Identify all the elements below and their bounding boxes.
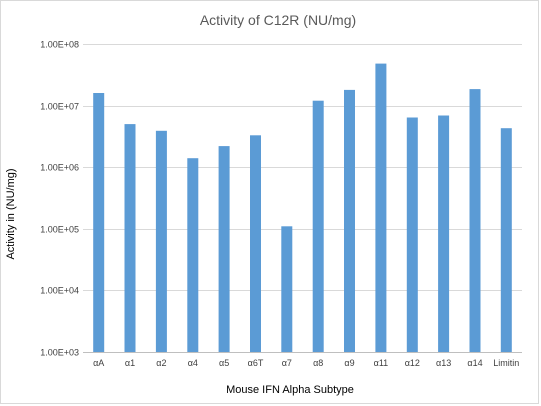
x-category-label: αA — [93, 358, 104, 368]
y-tick-label: 1.00E+06 — [40, 163, 79, 173]
x-category-label: α5 — [219, 358, 229, 368]
bar-11 — [406, 117, 418, 352]
x-category-label: α4 — [188, 358, 198, 368]
x-category-label: α11 — [374, 358, 389, 368]
x-category-label: α9 — [344, 358, 354, 368]
chart-title: Activity of C12R (NU/mg) — [200, 12, 356, 28]
bar-3 — [155, 130, 167, 352]
y-tick-label: 1.00E+05 — [40, 225, 79, 235]
bar-14 — [500, 128, 512, 352]
x-category-label: α1 — [125, 358, 135, 368]
x-category-label: α7 — [282, 358, 292, 368]
x-category-label: Limitin — [493, 358, 519, 368]
bar-12 — [438, 115, 450, 352]
bar-9 — [344, 89, 355, 353]
bar-8 — [312, 100, 324, 352]
bar-7 — [281, 226, 293, 352]
y-tick-labels: 1.00E+03 1.00E+04 1.00E+05 1.00E+06 1.00E+07… — [40, 40, 79, 358]
bar-13 — [469, 89, 481, 352]
bar-4 — [187, 158, 199, 352]
x-category-label: α14 — [467, 358, 482, 368]
x-axis-title: Mouse IFN Alpha Subtype — [226, 384, 354, 396]
bar-10 — [375, 63, 387, 352]
y-tick-label: 1.00E+03 — [40, 348, 79, 358]
bar-5 — [218, 146, 230, 352]
y-tick-label: 1.00E+04 — [40, 286, 79, 296]
gridlines — [83, 44, 522, 353]
bars — [93, 63, 512, 353]
bar-1 — [93, 93, 105, 352]
x-category-label: α13 — [436, 358, 451, 368]
y-tick-label: 1.00E+08 — [40, 40, 79, 50]
x-category-labels: αA α1 α2 α4 α5 α6T α7 α8 α9 α11 α12 α13 α14 Limitin — [93, 358, 519, 368]
y-axis-title: Activity in (NU/mg) — [5, 168, 17, 259]
x-category-label: α8 — [313, 358, 323, 368]
x-category-label: α6T — [248, 358, 264, 368]
bar-6 — [250, 135, 261, 352]
y-tick-label: 1.00E+07 — [40, 102, 79, 112]
bar-2 — [124, 124, 136, 352]
x-category-label: α12 — [405, 358, 420, 368]
x-category-label: α2 — [156, 358, 166, 368]
